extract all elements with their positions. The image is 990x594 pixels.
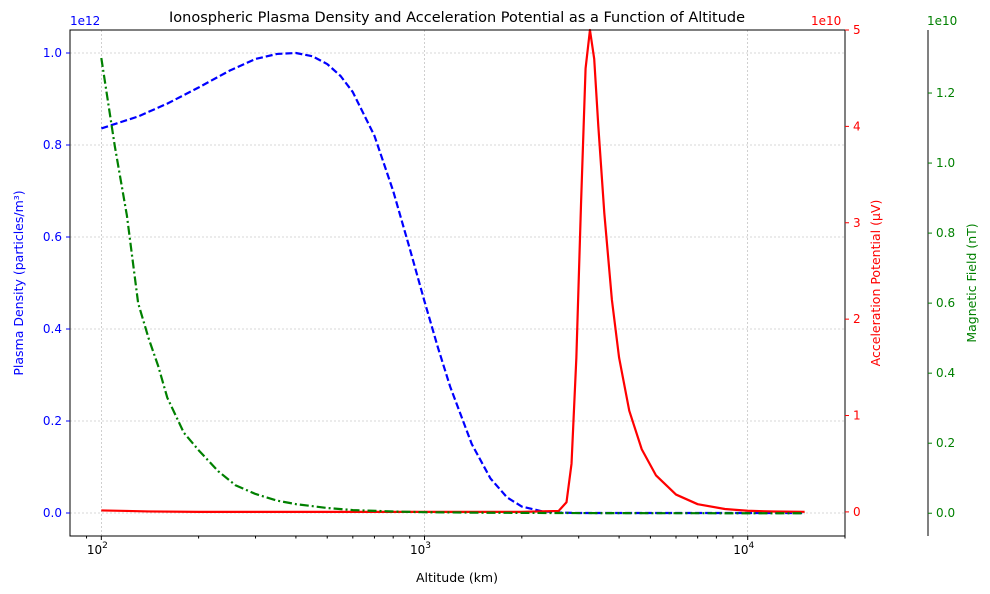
right2-y-tick-label: 0.0 [936,506,955,520]
right1-y-tick-label: 1 [853,409,861,423]
right1-y-tick-label: 0 [853,505,861,519]
left-y-tick-label: 1.0 [43,46,62,60]
left-axis-multiplier: 1e12 [70,14,100,28]
x-tick-label-exponent: 3 [425,541,431,551]
series-layer [100,28,805,515]
right1-y-tick-label: 2 [853,312,861,326]
left-y-tick-label: 0.6 [43,230,62,244]
series-line-left [100,51,805,515]
plot-area-frame [69,29,846,537]
left-y-tick-label: 0.0 [43,506,62,520]
right2-y-tick-label: 1.2 [936,86,955,100]
right2-y-tick-label: 0.2 [936,436,955,450]
series-line-right2 [100,57,805,515]
left-axis-label: Plasma Density (particles/m³) [11,190,26,375]
right1-axis-label: Acceleration Potential (µV) [868,200,883,367]
right2-y-tick-label: 0.4 [936,366,955,380]
left-y-tick-label: 0.2 [43,414,62,428]
right2-y-tick-label: 1.0 [936,156,955,170]
right2-y-tick-label: 0.8 [936,226,955,240]
grid [70,30,845,536]
x-axis-label: Altitude (km) [416,570,498,585]
x-tick-label-exponent: 2 [102,541,108,551]
right2-y-tick-label: 0.6 [936,296,955,310]
right1-axis-multiplier: 1e10 [811,14,841,28]
right1-y-tick-label: 4 [853,119,861,133]
right2-axis-multiplier: 1e10 [927,14,957,28]
chart-title: Ionospheric Plasma Density and Accelerat… [169,10,745,26]
right1-y-tick-label: 5 [853,23,861,37]
right2-axis-label: Magnetic Field (nT) [964,223,979,342]
left-y-tick-label: 0.8 [43,138,62,152]
x-tick-label-exponent: 4 [748,541,754,551]
left-y-tick-label: 0.4 [43,322,62,336]
right1-y-tick-label: 3 [853,216,861,230]
